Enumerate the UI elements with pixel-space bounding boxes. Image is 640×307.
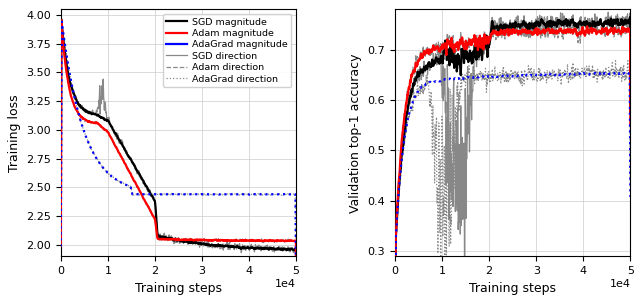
SGD magnitude bbox=[292, 304, 300, 307]
Adam magnitude bbox=[57, 244, 65, 247]
Text: 1e4: 1e4 bbox=[609, 278, 630, 289]
SGD magnitude bbox=[152, 217, 160, 220]
SGD magnitude bbox=[245, 246, 253, 250]
Adam magnitude bbox=[292, 298, 300, 301]
X-axis label: Training steps: Training steps bbox=[469, 282, 556, 295]
Adam magnitude bbox=[219, 238, 227, 242]
SGD magnitude bbox=[58, 17, 65, 21]
AdaGrad magnitude bbox=[81, 132, 89, 136]
Line: SGD magnitude: SGD magnitude bbox=[61, 19, 296, 306]
SGD magnitude bbox=[219, 244, 227, 247]
Adam magnitude bbox=[241, 239, 248, 243]
AdaGrad magnitude bbox=[241, 192, 248, 196]
AdaGrad magnitude bbox=[245, 192, 253, 196]
SGD magnitude bbox=[81, 108, 89, 112]
AdaGrad magnitude bbox=[58, 20, 65, 23]
AdaGrad magnitude bbox=[292, 297, 300, 301]
Text: 1e4: 1e4 bbox=[275, 278, 296, 289]
Line: AdaGrad magnitude: AdaGrad magnitude bbox=[61, 21, 296, 299]
Adam magnitude bbox=[152, 227, 160, 231]
Adam magnitude bbox=[58, 18, 65, 22]
Line: Adam magnitude: Adam magnitude bbox=[61, 20, 296, 300]
AdaGrad magnitude bbox=[57, 244, 65, 248]
X-axis label: Training steps: Training steps bbox=[135, 282, 222, 295]
Adam magnitude bbox=[161, 238, 168, 242]
SGD magnitude bbox=[241, 246, 248, 250]
Y-axis label: Validation top-1 accuracy: Validation top-1 accuracy bbox=[349, 53, 362, 212]
SGD magnitude bbox=[57, 244, 65, 247]
AdaGrad magnitude bbox=[161, 192, 168, 196]
Legend: SGD magnitude, Adam magnitude, AdaGrad magnitude, SGD direction, Adam direction,: SGD magnitude, Adam magnitude, AdaGrad m… bbox=[163, 14, 291, 87]
AdaGrad magnitude bbox=[219, 192, 227, 196]
Adam magnitude bbox=[245, 239, 253, 243]
AdaGrad magnitude bbox=[152, 192, 160, 196]
Adam magnitude bbox=[81, 118, 89, 121]
SGD magnitude bbox=[161, 235, 168, 239]
Y-axis label: Training loss: Training loss bbox=[8, 94, 20, 172]
